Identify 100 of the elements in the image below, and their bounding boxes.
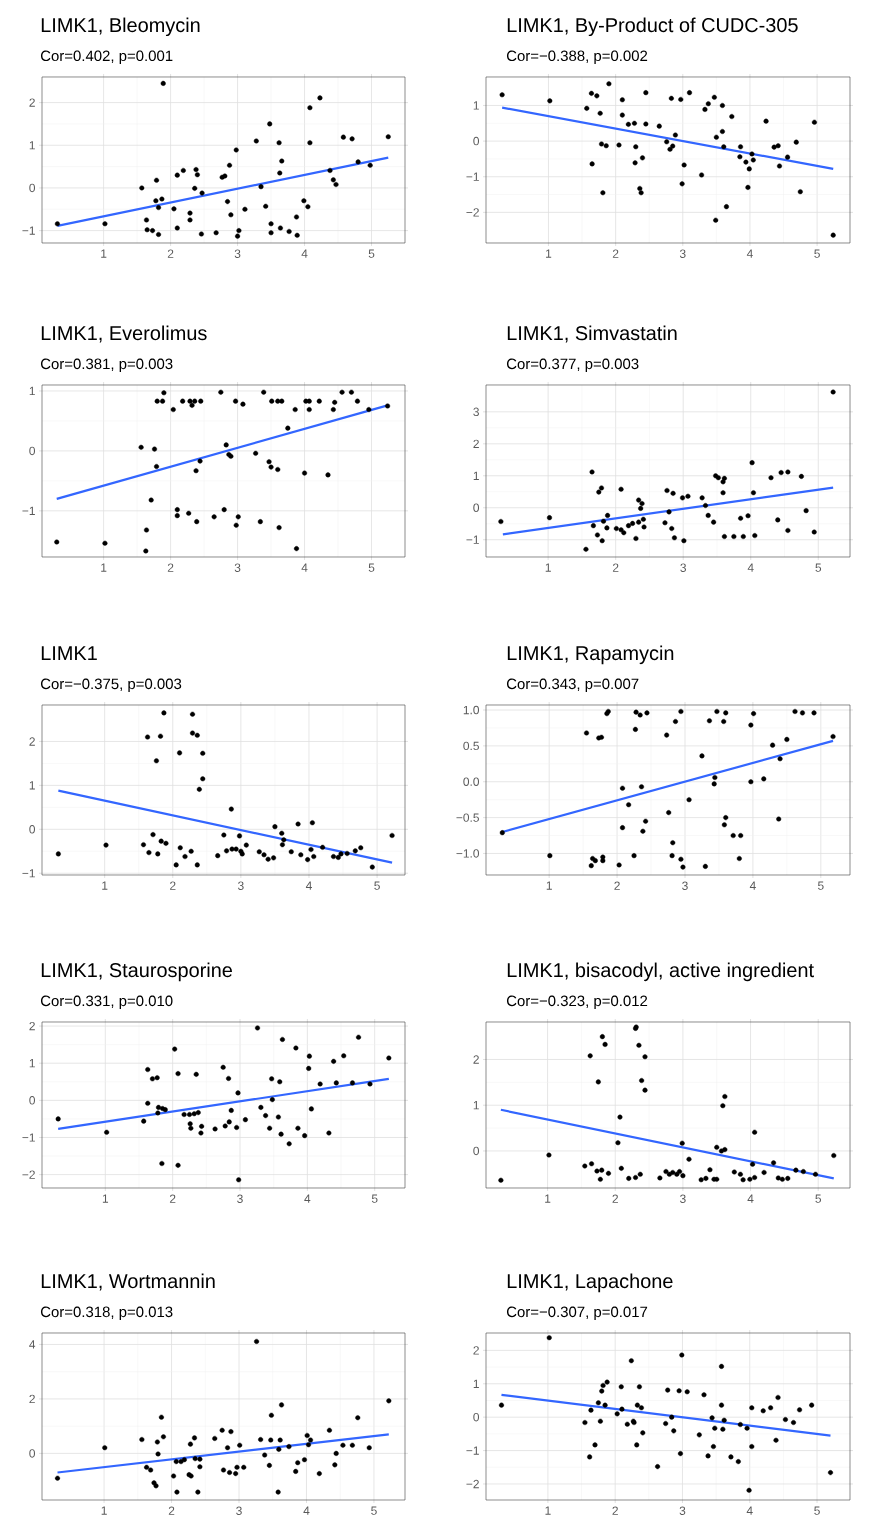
x-tick-label: 5 [374, 881, 380, 890]
x-tick-label: 1 [545, 1194, 551, 1203]
x-tick-label: 1 [102, 1194, 109, 1203]
y-tick-label: 2 [29, 1021, 35, 1031]
x-tick-label: 4 [749, 881, 756, 890]
x-tick-label: 5 [368, 249, 375, 258]
y-tick-label: 1 [29, 386, 35, 396]
x-tick-label: 4 [305, 881, 312, 890]
x-tick-label: 4 [747, 1194, 754, 1203]
y-tick-label: 2 [473, 1346, 479, 1355]
x-tick-label: 5 [814, 1506, 820, 1515]
y-tick-label: −1 [22, 506, 35, 515]
x-tick-label: 2 [612, 249, 619, 258]
chart-title: LIMK1, Simvastatin [507, 325, 677, 343]
y-tick-label: 0 [29, 183, 36, 193]
y-tick-label: −1 [22, 869, 35, 878]
y-tick-label: 2 [473, 1055, 479, 1064]
x-tick-label: 1 [546, 881, 552, 890]
chart-subtitle: Cor=0.343, p=0.007 [506, 678, 639, 693]
chart-subtitle: Cor=−0.375, p=0.003 [40, 678, 182, 693]
chart-title: LIMK1, Everolimus [41, 325, 207, 343]
chart-title: LIMK1, Rapamycin [507, 645, 674, 665]
y-tick-label: 0 [473, 1146, 480, 1156]
chart-subtitle: Cor=0.381, p=0.003 [40, 358, 173, 373]
y-tick-label: −2 [466, 1479, 479, 1489]
y-tick-label: 0.5 [463, 741, 479, 751]
x-tick-label: 5 [815, 1194, 822, 1203]
x-tick-label: 3 [682, 881, 688, 890]
chart-subtitle: Cor=0.377, p=0.003 [506, 358, 639, 373]
x-tick-label: 3 [680, 563, 687, 572]
x-tick-label: 5 [371, 1506, 377, 1515]
x-tick-label: 3 [679, 249, 686, 258]
x-tick-label: 4 [746, 249, 753, 258]
y-tick-label: 1 [473, 471, 479, 480]
y-tick-label: 1 [29, 141, 35, 150]
chart-subtitle: Cor=0.318, p=0.013 [40, 1306, 173, 1321]
y-tick-label: −0.5 [456, 813, 479, 822]
x-tick-label: 1 [545, 563, 551, 572]
x-tick-label: 2 [167, 563, 174, 572]
x-tick-label: 4 [304, 1194, 311, 1203]
y-tick-label: 1 [473, 1379, 479, 1388]
x-tick-label: 4 [301, 563, 308, 572]
x-tick-label: 2 [169, 1194, 176, 1203]
x-tick-label: 5 [815, 563, 822, 572]
chart-subtitle: Cor=0.402, p=0.001 [40, 50, 173, 65]
x-tick-label: 4 [746, 1506, 753, 1515]
x-tick-label: 4 [301, 249, 308, 258]
chart-title: LIMK1, bisacodyl, active ingredient [507, 962, 814, 982]
x-tick-label: 3 [234, 249, 241, 258]
y-tick-label: −1 [22, 226, 35, 235]
chart-title: LIMK1, Wortmannin [41, 1273, 215, 1291]
y-tick-label: −1 [466, 172, 479, 181]
y-tick-label: 0 [473, 503, 480, 512]
y-tick-label: −1 [466, 535, 479, 544]
chart-subtitle: Cor=0.331, p=0.010 [40, 995, 173, 1010]
x-tick-label: 2 [612, 1194, 618, 1203]
x-tick-label: 3 [237, 1194, 243, 1203]
y-tick-label: −1.0 [456, 849, 480, 858]
y-tick-label: −1 [22, 1133, 35, 1142]
y-tick-label: 2 [29, 737, 35, 746]
x-tick-label: 3 [236, 1506, 242, 1515]
x-tick-label: 5 [368, 563, 375, 572]
y-tick-label: 0 [29, 446, 36, 456]
y-tick-label: 2 [29, 98, 35, 107]
chart-title: LIMK1, Staurosporine [41, 962, 232, 982]
y-tick-label: 1 [29, 781, 35, 790]
y-tick-label: 0 [29, 1096, 36, 1105]
x-tick-label: 2 [170, 881, 176, 890]
x-tick-label: 5 [814, 249, 820, 258]
x-tick-label: 1 [101, 563, 107, 572]
x-tick-label: 4 [747, 563, 754, 572]
x-tick-label: 1 [546, 249, 552, 258]
y-tick-label: 0 [29, 1449, 36, 1458]
chart-title: LIMK1 [41, 646, 97, 660]
y-tick-label: 2 [29, 1394, 35, 1404]
chart-subtitle: Cor=−0.388, p=0.002 [506, 50, 648, 65]
chart-title: LIMK1, Bleomycin [41, 17, 200, 37]
y-tick-label: 2 [473, 439, 479, 448]
x-tick-label: 3 [234, 563, 241, 572]
x-tick-label: 1 [101, 1506, 107, 1515]
y-tick-label: 1 [29, 1059, 35, 1068]
x-tick-label: 3 [679, 1506, 686, 1515]
x-tick-label: 2 [612, 563, 619, 572]
y-tick-label: 4 [29, 1340, 36, 1349]
x-tick-label: 5 [817, 881, 824, 890]
x-tick-label: 2 [168, 1506, 175, 1515]
y-tick-label: 0.0 [463, 777, 480, 786]
y-tick-label: 1.0 [463, 705, 480, 715]
chart-title: LIMK1, By-Product of CUDC-305 [507, 17, 798, 37]
x-tick-label: 5 [371, 1194, 378, 1203]
chart-subtitle: Cor=−0.323, p=0.012 [506, 995, 648, 1010]
x-tick-label: 2 [167, 249, 174, 258]
y-tick-label: 0 [473, 1412, 480, 1422]
x-tick-label: 2 [612, 1506, 618, 1515]
x-tick-label: 4 [303, 1506, 310, 1515]
x-tick-label: 1 [101, 249, 107, 258]
x-tick-label: 3 [680, 1194, 686, 1203]
y-tick-label: −1 [466, 1446, 479, 1455]
y-tick-label: 1 [473, 101, 479, 110]
x-tick-label: 2 [614, 881, 620, 890]
